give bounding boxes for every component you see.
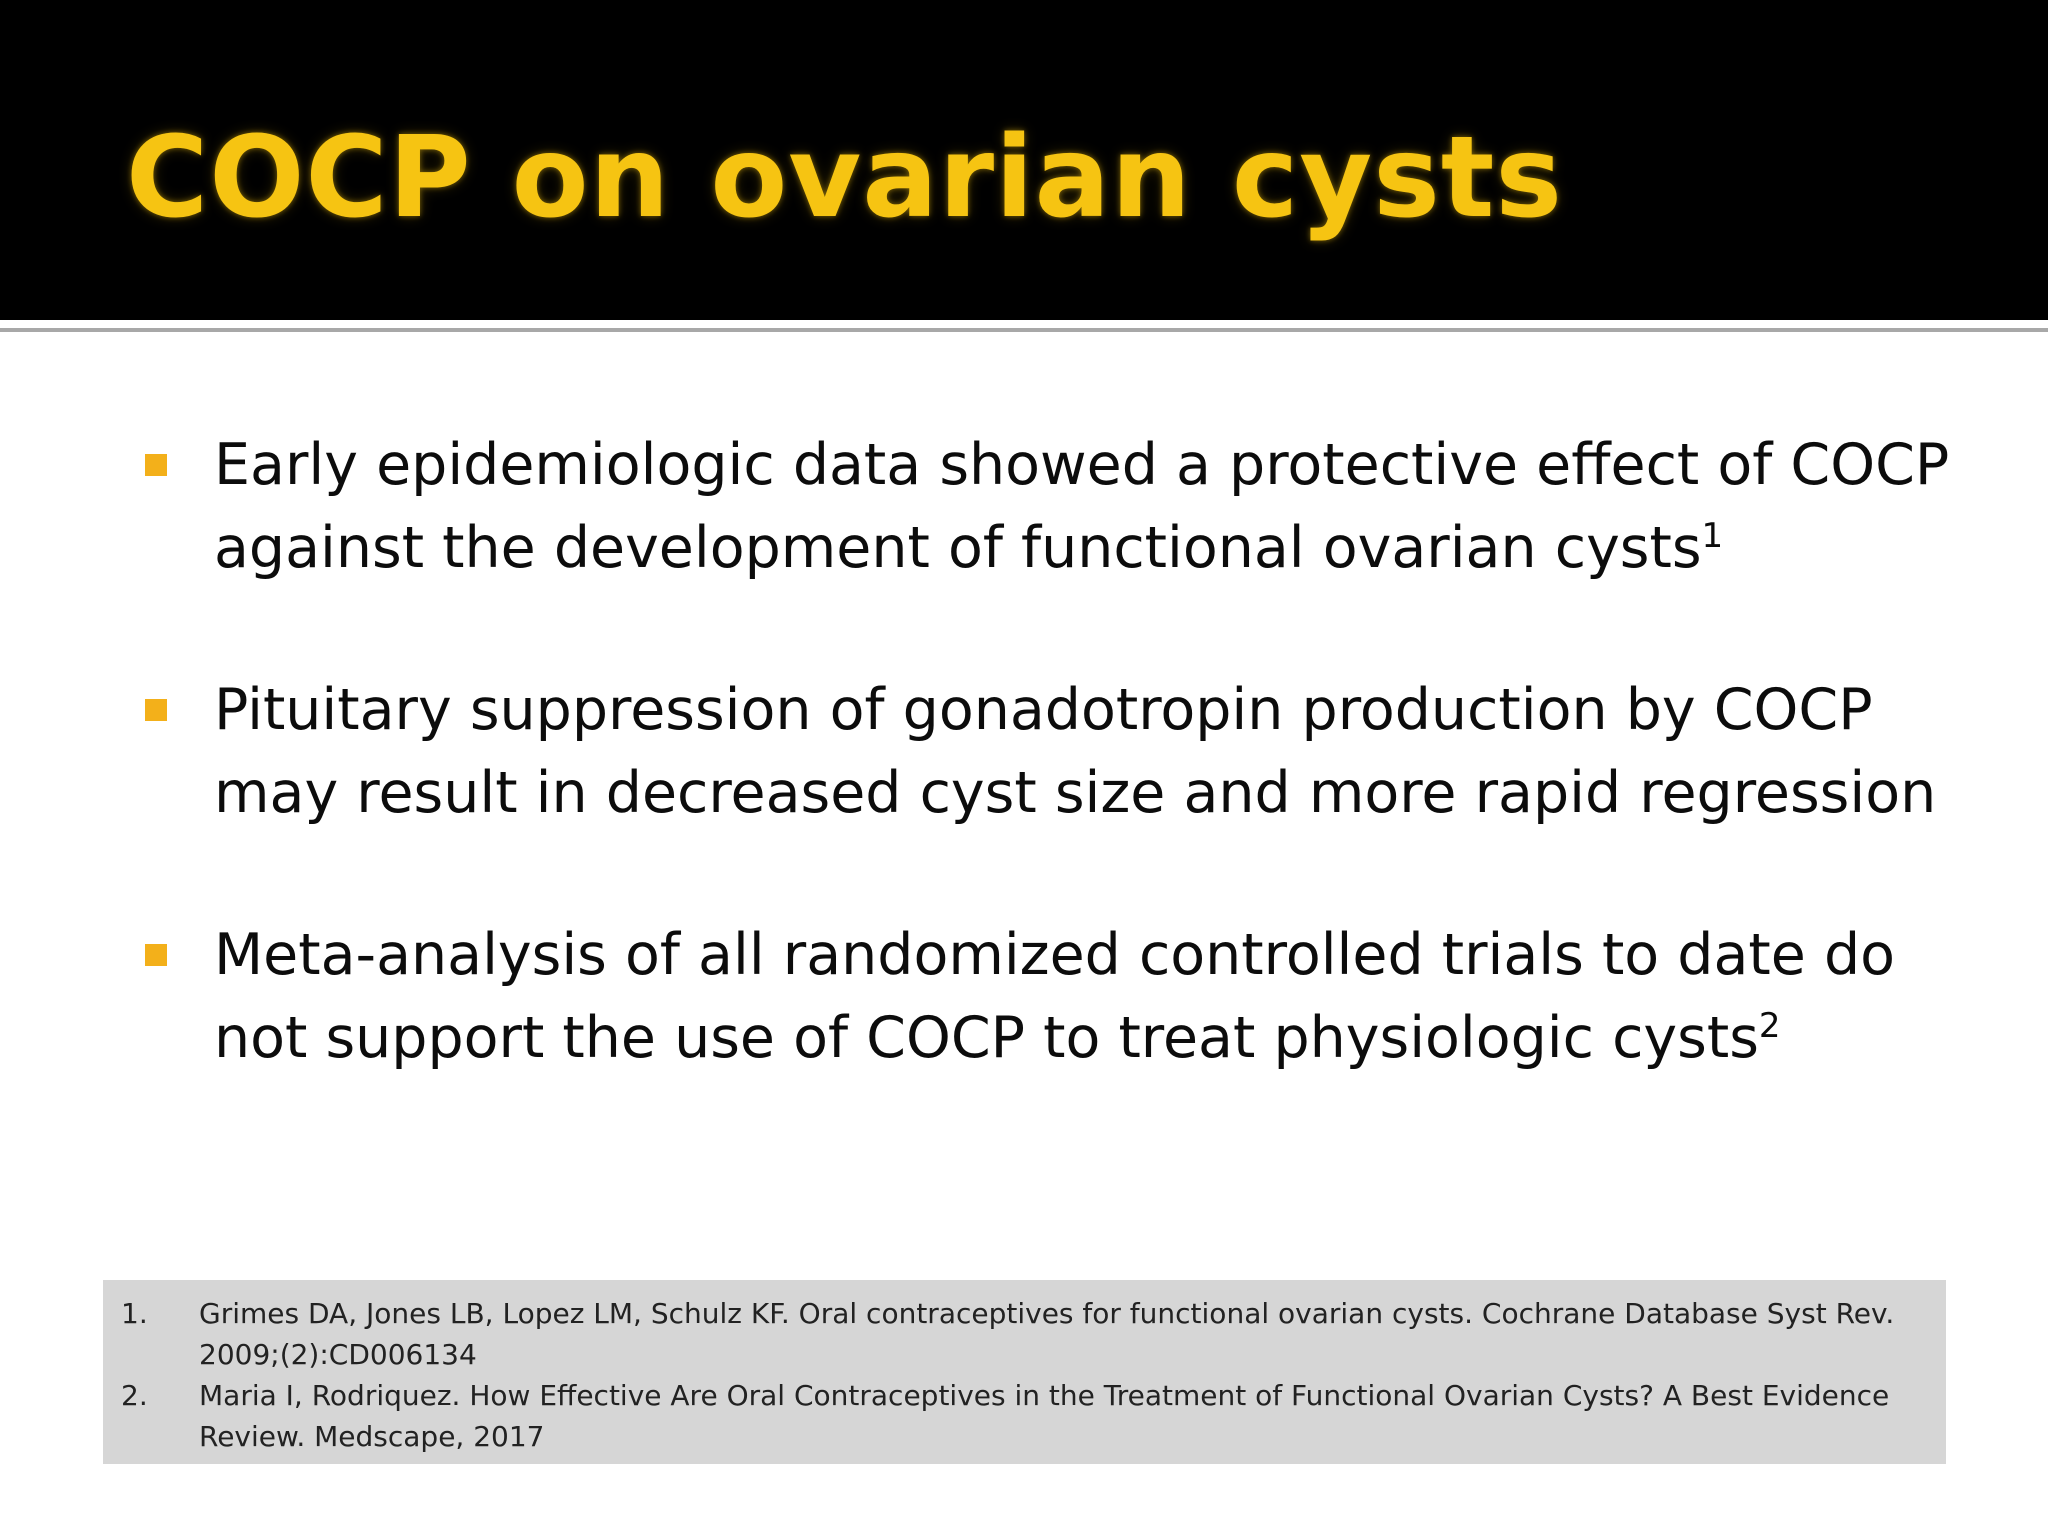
bullet-text-body: Meta-analysis of all randomized controll… (214, 922, 1895, 1071)
square-bullet-icon (145, 454, 167, 476)
bullet-text-body: Early epidemiologic data showed a protec… (214, 432, 1950, 581)
reference-number: 1. (121, 1297, 148, 1330)
square-bullet-icon (145, 944, 167, 966)
bullet-text: Meta-analysis of all randomized controll… (214, 914, 1984, 1080)
bullet-text: Pituitary suppression of gonadotropin pr… (214, 669, 1984, 835)
reference-number: 2. (121, 1379, 148, 1412)
references-box: 1. Grimes DA, Jones LB, Lopez LM, Schulz… (103, 1280, 1946, 1464)
slide-title: COCP on ovarian cysts (126, 113, 1564, 243)
bullet-text: Early epidemiologic data showed a protec… (214, 424, 1984, 590)
title-divider-light (0, 320, 2048, 328)
footnote-marker: 1 (1701, 516, 1724, 556)
reference-text: Maria I, Rodriquez. How Effective Are Or… (199, 1379, 1890, 1453)
reference-text: Grimes DA, Jones LB, Lopez LM, Schulz KF… (199, 1297, 1895, 1371)
title-bar: COCP on ovarian cysts (0, 0, 2048, 320)
square-bullet-icon (145, 699, 167, 721)
bullet-text-body: Pituitary suppression of gonadotropin pr… (214, 677, 1937, 826)
title-divider (0, 328, 2048, 332)
footnote-marker: 2 (1758, 1006, 1781, 1046)
